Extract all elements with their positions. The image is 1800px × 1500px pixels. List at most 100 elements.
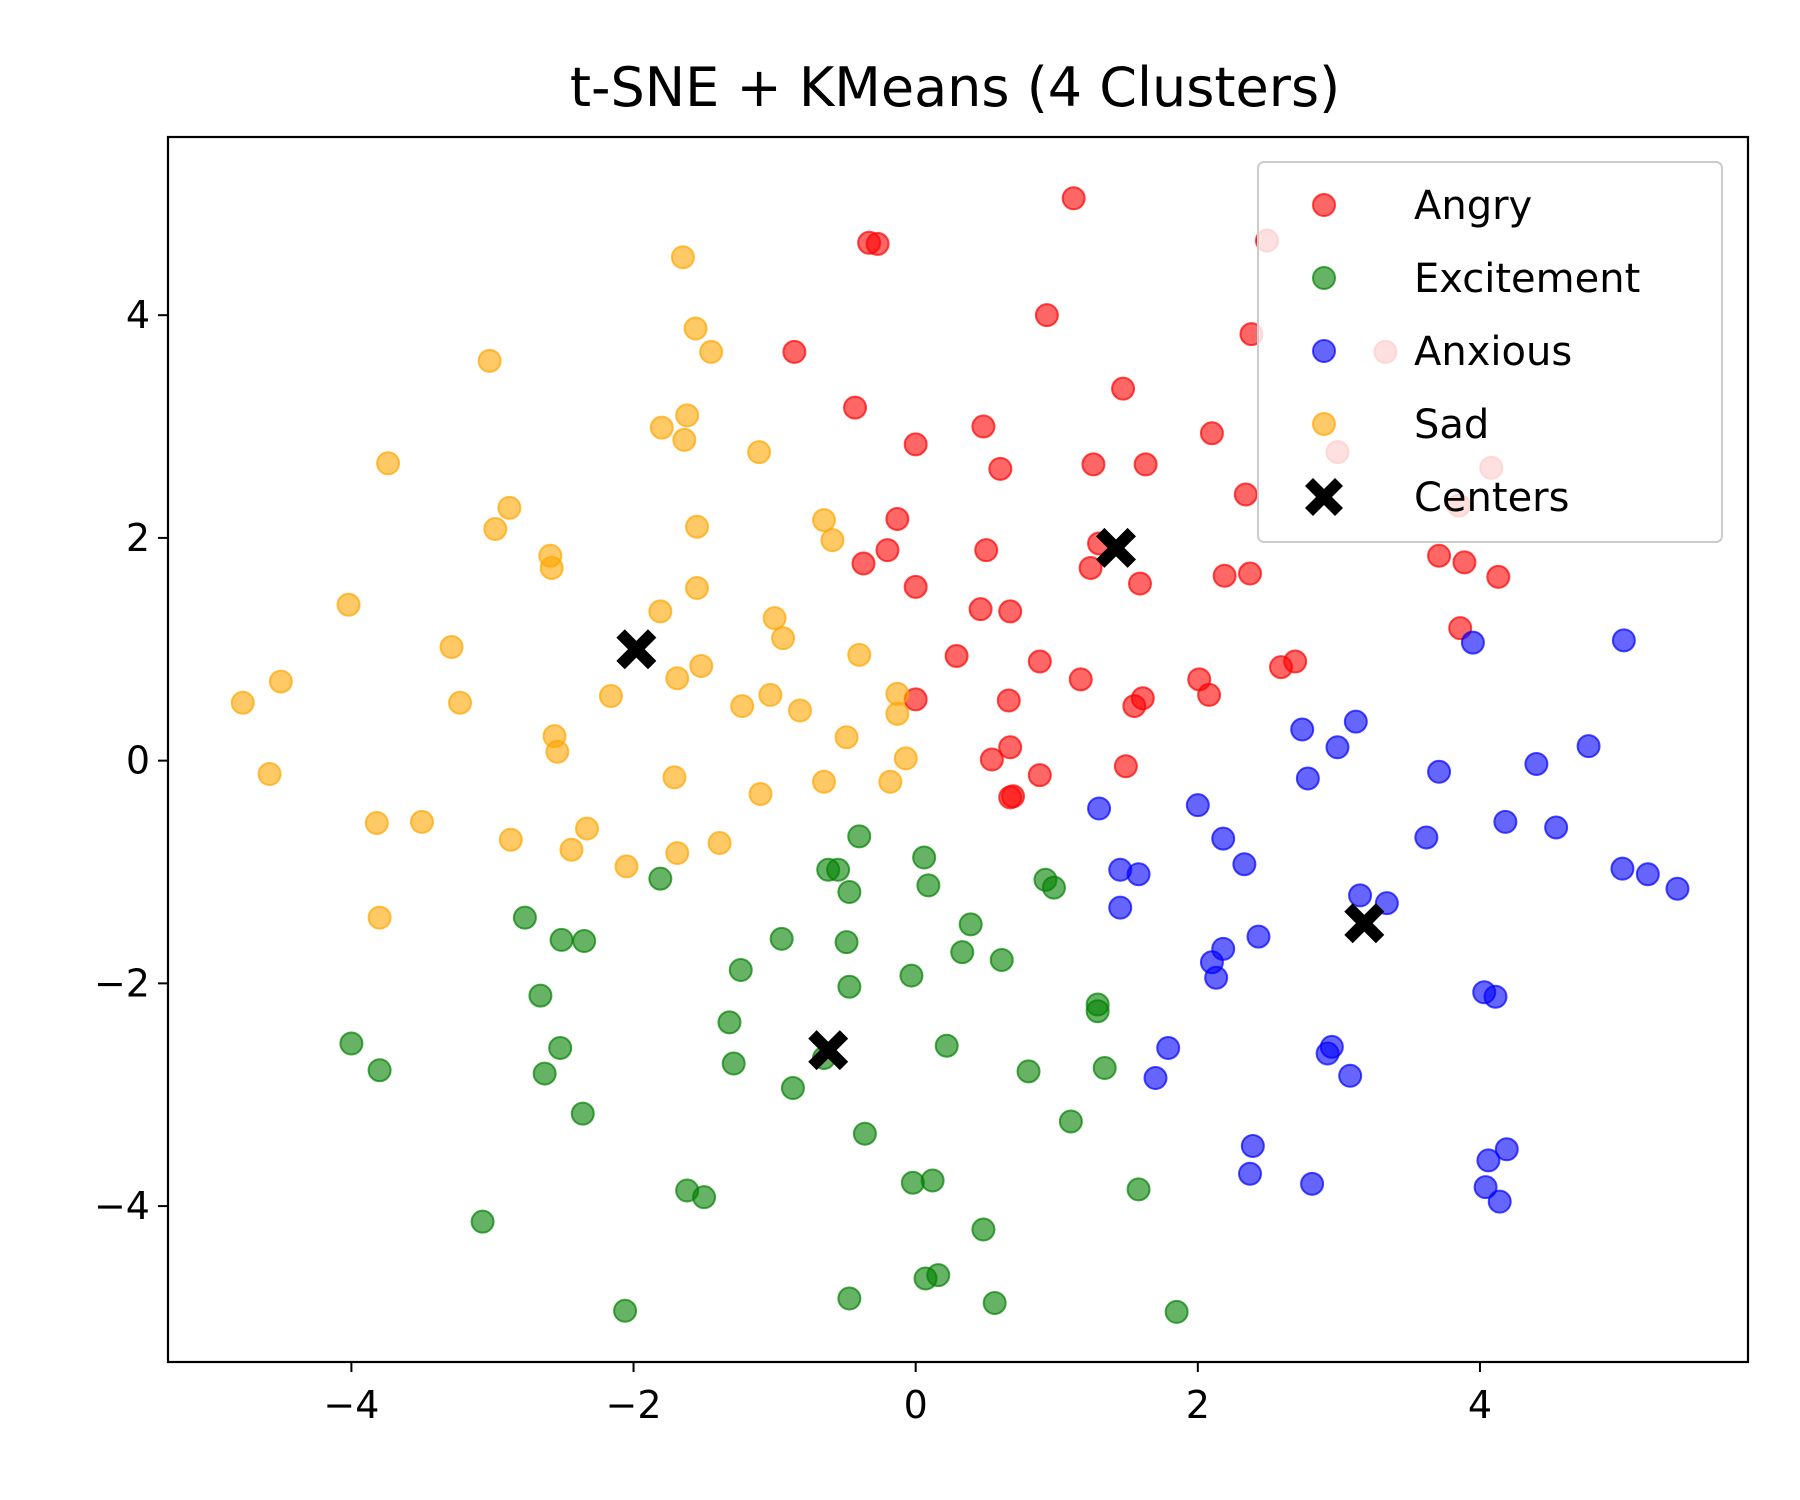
point-angry [1081, 452, 1106, 477]
point-sad [614, 854, 639, 879]
axis-ticks: −4 −2 0 2 4 −4 −2 0 2 4 [94, 293, 1492, 1427]
point-angry [974, 538, 999, 563]
point-anxious [1576, 734, 1601, 759]
point-anxious [1610, 856, 1635, 881]
x-tick-label: 2 [1186, 1383, 1210, 1427]
point-sad [662, 765, 687, 790]
point-anxious [1204, 965, 1229, 990]
point-excitement [826, 857, 851, 882]
point-excitement [470, 1209, 495, 1234]
legend-label: Angry [1414, 183, 1532, 229]
point-anxious [1524, 751, 1549, 776]
point-angry [998, 735, 1023, 760]
point-angry [1113, 754, 1138, 779]
point-sad [367, 905, 392, 930]
point-angry [1197, 682, 1222, 707]
chart-title: t-SNE + KMeans (4 Clusters) [570, 56, 1340, 119]
point-excitement [1016, 1059, 1041, 1084]
point-angry [1001, 784, 1026, 809]
point-sad [670, 245, 695, 270]
point-sad [878, 769, 903, 794]
point-anxious [1473, 1175, 1498, 1200]
point-anxious [1544, 815, 1569, 840]
point-angry [875, 538, 900, 563]
point-angry [988, 456, 1013, 481]
point-angry [1486, 564, 1511, 589]
point-anxious [1290, 717, 1315, 742]
point-anxious [1108, 895, 1133, 920]
center-marker [808, 1030, 849, 1071]
point-sad [559, 837, 584, 862]
point-sad [497, 495, 522, 520]
point-sad [820, 528, 845, 553]
point-anxious [1635, 862, 1660, 887]
point-excitement [837, 974, 862, 999]
point-excitement [717, 1010, 742, 1035]
point-excitement [989, 947, 1014, 972]
plot-frame [166, 135, 1750, 1364]
point-anxious [1246, 924, 1271, 949]
point-sad [336, 592, 361, 617]
point-excitement [982, 1290, 1007, 1315]
point-excitement [613, 1298, 638, 1323]
legend-item-angry: Angry [1312, 183, 1532, 229]
legend-label: Centers [1414, 475, 1569, 521]
point-excitement [900, 1170, 925, 1195]
point-sad [788, 698, 812, 723]
point-anxious [1300, 1171, 1325, 1196]
point-sad [672, 427, 697, 452]
series-excitement [339, 824, 1189, 1324]
point-excitement [1164, 1299, 1189, 1324]
point-excitement [532, 1061, 557, 1086]
legend-item-sad: Sad [1312, 402, 1489, 448]
point-anxious [1211, 936, 1236, 961]
point-anxious [1348, 883, 1373, 908]
point-excitement [912, 845, 937, 870]
x-tick-label: −2 [606, 1383, 662, 1427]
y-tick-label: 0 [126, 739, 150, 783]
legend-item-centers: Centers [1305, 475, 1569, 521]
point-sad [685, 576, 710, 601]
x-tick-label: 4 [1468, 1383, 1492, 1427]
point-angry [903, 574, 928, 599]
point-excitement [852, 1121, 877, 1146]
point-excitement [769, 926, 794, 951]
point-sad [364, 811, 389, 835]
point-excitement [721, 1051, 746, 1076]
point-angry [1212, 563, 1237, 588]
point-sad [439, 635, 464, 660]
center-marker [616, 629, 657, 670]
point-sad [539, 555, 564, 580]
point-anxious [1338, 1063, 1363, 1088]
point-angry [885, 506, 910, 531]
point-excitement [920, 1168, 945, 1193]
point-excitement [367, 1058, 392, 1083]
point-sad [771, 626, 796, 651]
point-sad [574, 816, 599, 841]
point-excitement [847, 824, 872, 849]
point-anxious [1315, 1041, 1340, 1066]
point-excitement [950, 940, 975, 965]
point-angry [1061, 186, 1086, 211]
point-excitement [728, 958, 753, 982]
point-sad [885, 681, 910, 706]
point-angry [1027, 763, 1052, 788]
point-excitement [648, 866, 673, 891]
point-angry [782, 339, 807, 364]
point-angry [865, 231, 890, 256]
point-excitement [572, 929, 597, 954]
legend-marker [1312, 339, 1336, 363]
point-sad [730, 694, 755, 719]
point-sad [685, 514, 710, 539]
point-angry [944, 643, 969, 668]
legend: Angry Excitement Anxious Sad Centers [1257, 161, 1723, 543]
point-excitement [934, 1033, 959, 1058]
point-anxious [1374, 891, 1399, 916]
point-anxious [1494, 1137, 1519, 1162]
point-angry [1122, 694, 1147, 719]
point-excitement [339, 1031, 364, 1056]
point-sad [477, 348, 502, 373]
point-excitement [780, 1076, 805, 1101]
point-angry [1427, 543, 1452, 568]
y-tick-label: −2 [94, 961, 150, 1005]
